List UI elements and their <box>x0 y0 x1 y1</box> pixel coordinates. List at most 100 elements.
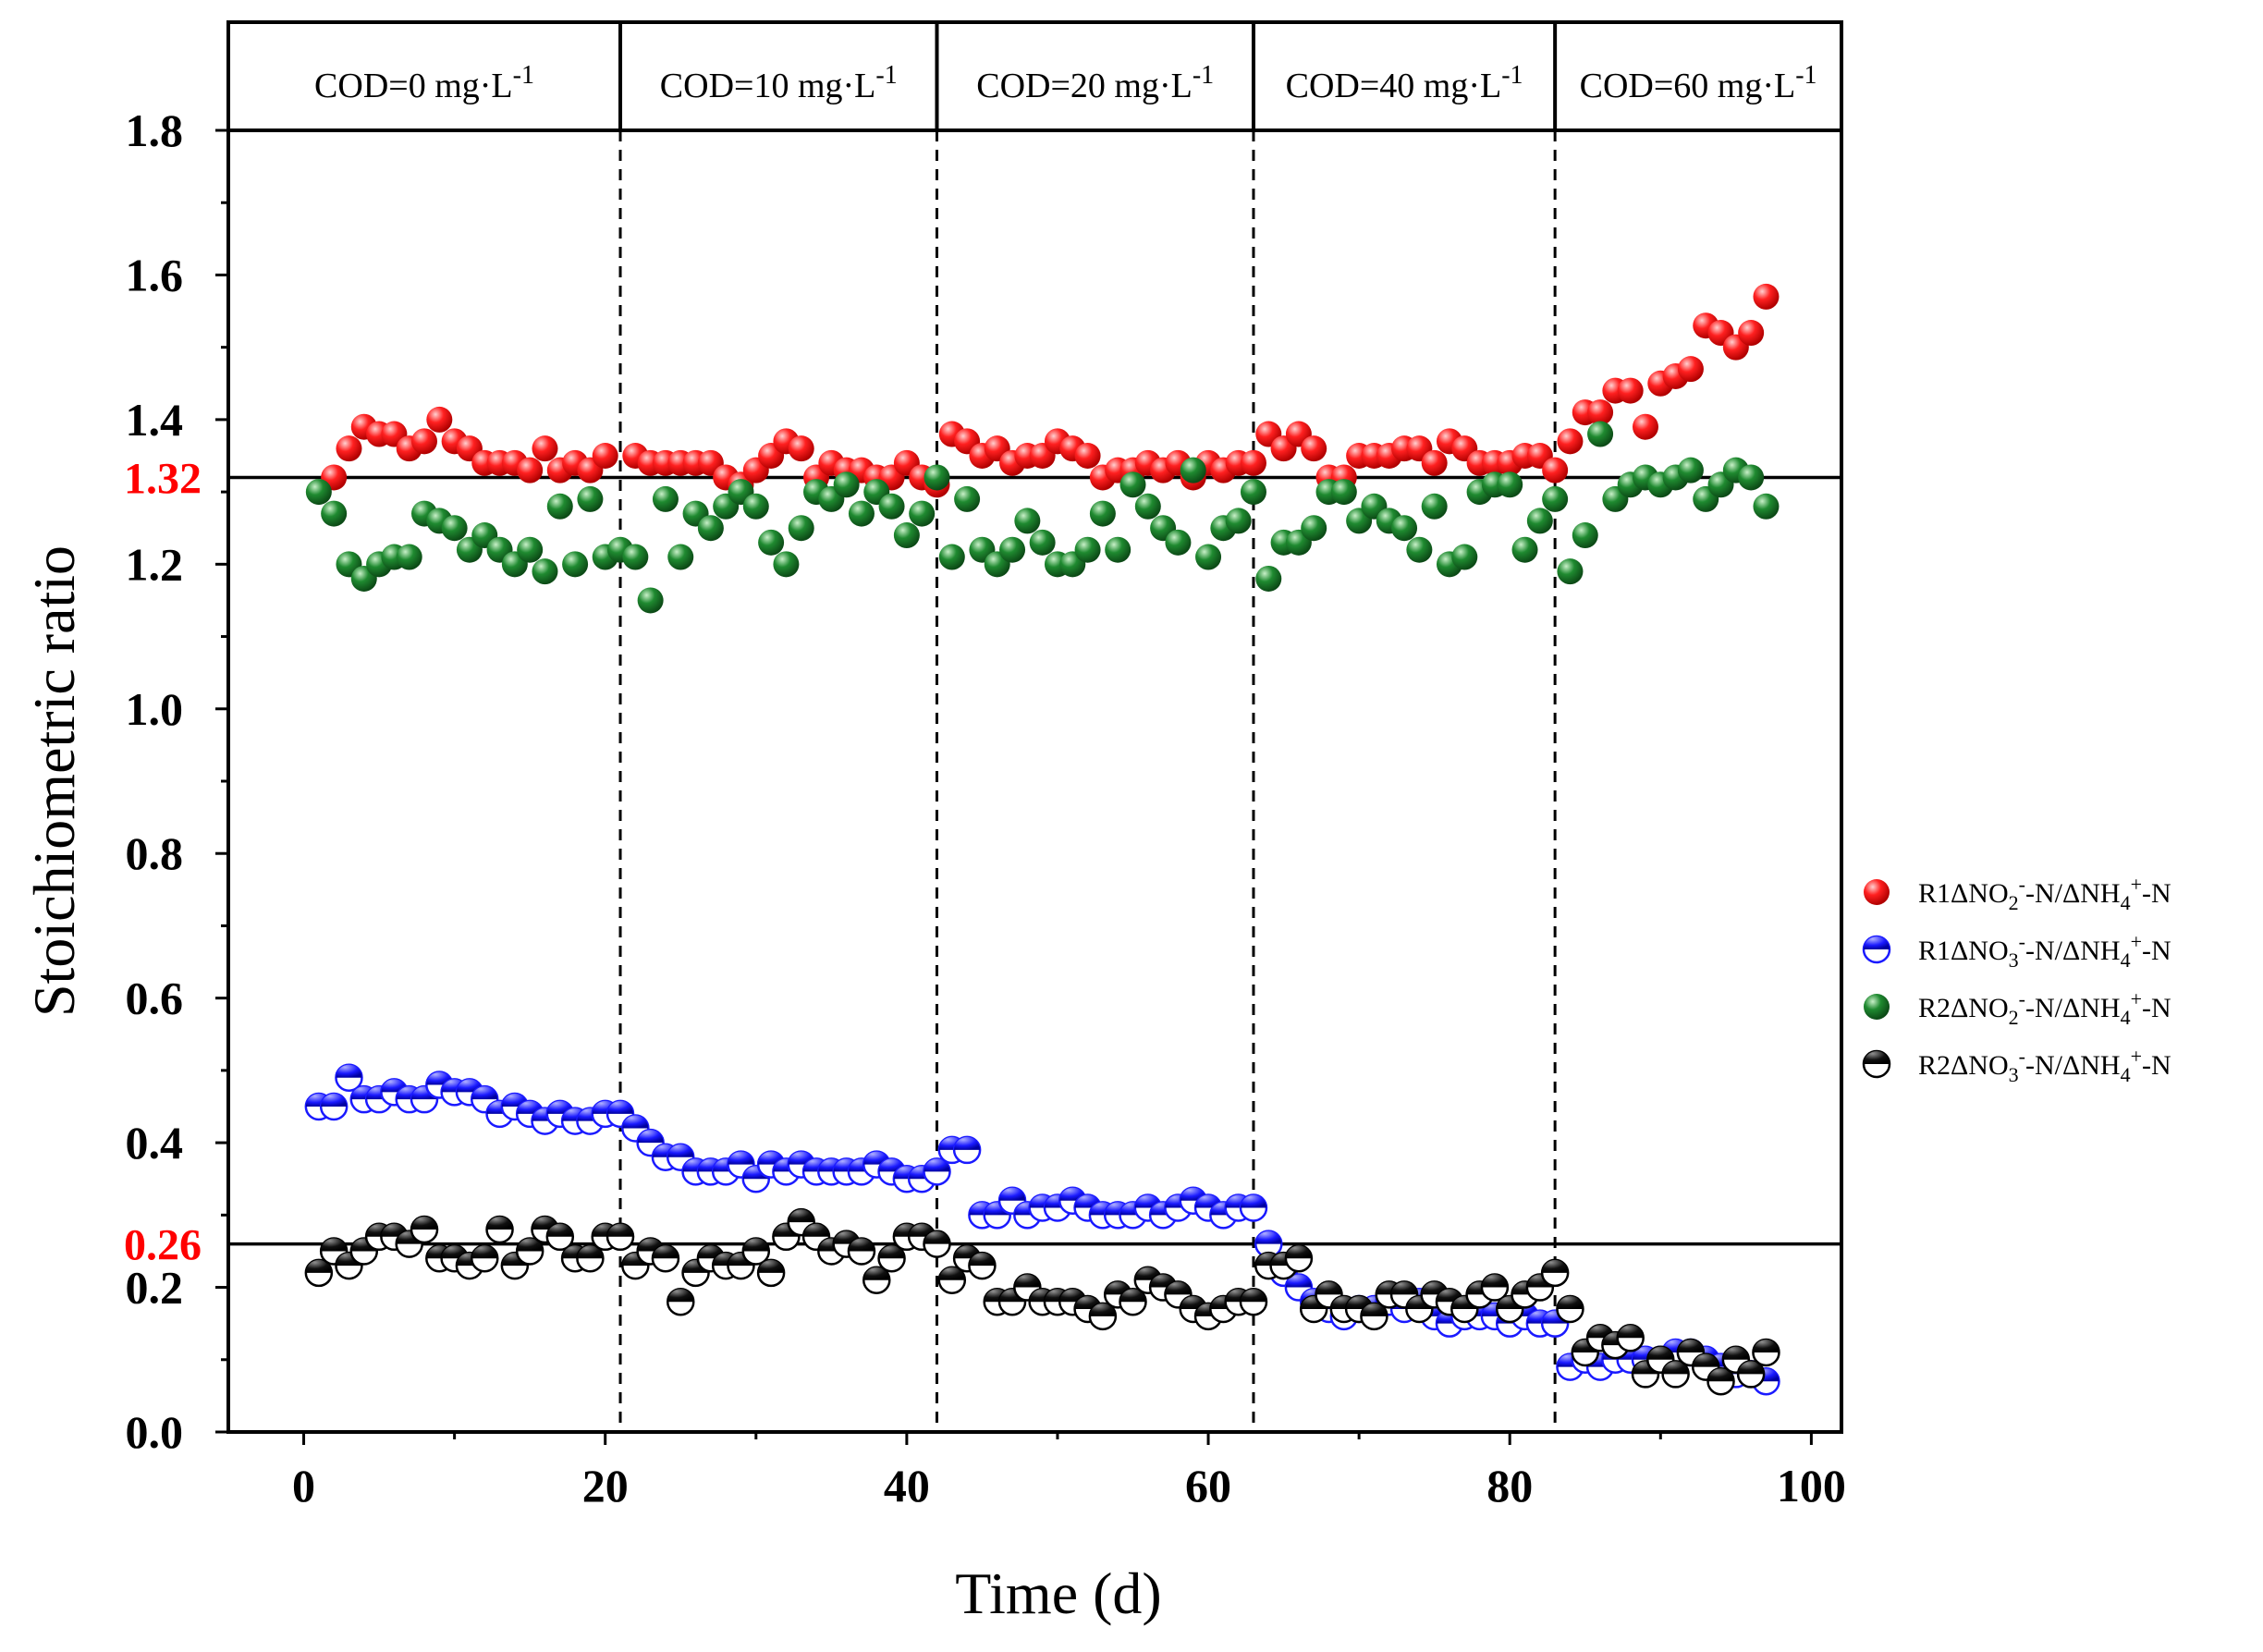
data-point-top-half <box>1693 1353 1719 1367</box>
phase-label-text: COD=60 mg·L <box>1580 67 1796 105</box>
data-point-top-half <box>1089 1303 1116 1316</box>
data-point <box>1105 536 1132 563</box>
data-point <box>923 1157 951 1186</box>
data-point <box>592 443 618 469</box>
data-point-top-half <box>1165 1281 1192 1295</box>
data-point <box>667 1143 695 1172</box>
data-point <box>546 493 573 520</box>
data-point <box>1738 320 1765 347</box>
data-point <box>1074 443 1101 469</box>
x-tick-label: 40 <box>884 1460 930 1511</box>
legend-sup-1: - <box>2019 1045 2025 1068</box>
data-point-top-half <box>305 1259 332 1273</box>
legend-item: R1ΔNO3--N/ΔNH4+-N <box>1862 930 2171 972</box>
data-point-top-half <box>1722 1346 1749 1360</box>
y-tick-label: 0.6 <box>126 973 184 1024</box>
phase-label-sup: -1 <box>1795 61 1817 90</box>
phase-label-text: COD=0 mg·L <box>314 67 513 105</box>
data-point <box>697 515 724 542</box>
legend: R1ΔNO2--N/ΔNH4+-NR1ΔNO3--N/ΔNH4+-NR2ΔNO2… <box>1862 873 2171 1086</box>
data-point <box>1301 515 1327 542</box>
data-point <box>1497 471 1523 498</box>
legend-text-a: R1ΔNO <box>1918 936 2009 966</box>
series-1 <box>321 283 1780 498</box>
y-tick-label: 0.4 <box>126 1117 184 1169</box>
y-tick-label: 1.4 <box>126 394 184 446</box>
legend-text-b: -N/ΔNH <box>2025 993 2121 1023</box>
data-point-top-half <box>969 1253 996 1267</box>
data-point <box>1406 536 1433 563</box>
y-tick-label: 1.2 <box>126 538 184 590</box>
data-point <box>1736 1360 1766 1389</box>
data-point-top-half <box>652 1245 679 1259</box>
x-tick-label: 80 <box>1486 1460 1533 1511</box>
legend-sup-2: + <box>2131 930 2142 953</box>
legend-sub-1: 2 <box>2009 891 2019 914</box>
phase-label: COD=60 mg·L-1 <box>1580 61 1817 106</box>
data-point-top-half <box>758 1259 785 1273</box>
legend-marker-top-half <box>1864 1051 1890 1064</box>
data-point <box>1753 493 1780 520</box>
phase-header: COD=0 mg·L-1 COD=10 mg·L-1 COD=20 mg·L-1 CO… <box>226 20 1843 132</box>
data-point <box>1526 508 1553 534</box>
data-point-top-half <box>1481 1274 1508 1288</box>
data-point-top-half <box>607 1223 634 1237</box>
data-point <box>1014 508 1041 534</box>
phase-label: COD=0 mg·L-1 <box>314 61 534 106</box>
data-point <box>1360 1302 1388 1331</box>
data-point <box>304 1258 334 1288</box>
data-point <box>622 544 649 570</box>
data-point <box>1088 1302 1118 1331</box>
data-point-top-half <box>878 1245 905 1259</box>
legend-sup-1: - <box>2019 930 2025 953</box>
data-point-top-half <box>924 1230 950 1244</box>
legend-text-b: -N/ΔNH <box>2025 878 2121 909</box>
data-point-top-half <box>1014 1274 1041 1288</box>
data-point <box>1180 457 1206 483</box>
phase-label-sup: -1 <box>1193 61 1214 90</box>
data-point <box>532 558 558 585</box>
phase-label-sup: -1 <box>513 61 534 90</box>
data-point-top-half <box>1617 1325 1644 1339</box>
series-4 <box>304 1207 1780 1396</box>
legend-sub-2: 4 <box>2121 891 2131 914</box>
data-point-top-half <box>637 1130 664 1144</box>
data-point <box>937 1266 967 1294</box>
data-point <box>1421 493 1448 520</box>
data-point <box>952 1135 982 1165</box>
phase-label: COD=10 mg·L-1 <box>660 61 898 106</box>
data-point <box>1240 479 1266 506</box>
data-point <box>667 1287 695 1316</box>
data-point-top-half <box>1707 1368 1734 1382</box>
data-point <box>773 551 800 578</box>
data-point <box>909 500 936 527</box>
data-point <box>1617 377 1644 404</box>
data-point <box>1391 515 1418 542</box>
y-tick-label: 0.0 <box>126 1406 184 1458</box>
data-point-top-half <box>728 1151 754 1165</box>
series-3 <box>305 421 1780 614</box>
data-point <box>1165 529 1192 556</box>
data-point <box>758 529 785 556</box>
data-point-top-half <box>1391 1281 1418 1295</box>
data-point <box>652 485 679 512</box>
data-point <box>336 435 362 462</box>
data-point <box>924 464 950 491</box>
legend-text-a: R2ΔNO <box>1918 1050 2009 1081</box>
data-point <box>321 500 348 527</box>
data-point-top-half <box>954 1136 981 1150</box>
data-point <box>1752 1338 1780 1367</box>
data-point <box>1691 1352 1720 1381</box>
data-point-top-half <box>321 1238 348 1252</box>
data-point-top-half <box>1285 1274 1312 1288</box>
legend-sup-1: - <box>2019 873 2025 896</box>
data-point-top-half <box>486 1216 513 1230</box>
phase-label-sup: -1 <box>1501 61 1523 90</box>
data-point <box>1738 464 1765 491</box>
phase-label-text: COD=40 mg·L <box>1286 67 1502 105</box>
data-point-top-half <box>546 1223 573 1237</box>
data-point-top-half <box>1240 1194 1266 1208</box>
x-tick-label: 20 <box>582 1460 629 1511</box>
data-point-top-half <box>471 1086 498 1100</box>
